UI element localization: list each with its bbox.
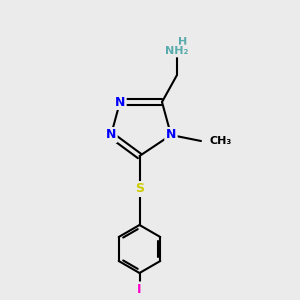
Text: NH₂: NH₂: [165, 46, 189, 56]
Text: I: I: [137, 283, 142, 296]
Text: N: N: [166, 128, 176, 142]
Text: N: N: [115, 95, 125, 109]
Text: N: N: [106, 128, 116, 142]
Text: S: S: [135, 182, 144, 196]
Text: H: H: [178, 37, 188, 47]
Text: CH₃: CH₃: [210, 136, 232, 146]
